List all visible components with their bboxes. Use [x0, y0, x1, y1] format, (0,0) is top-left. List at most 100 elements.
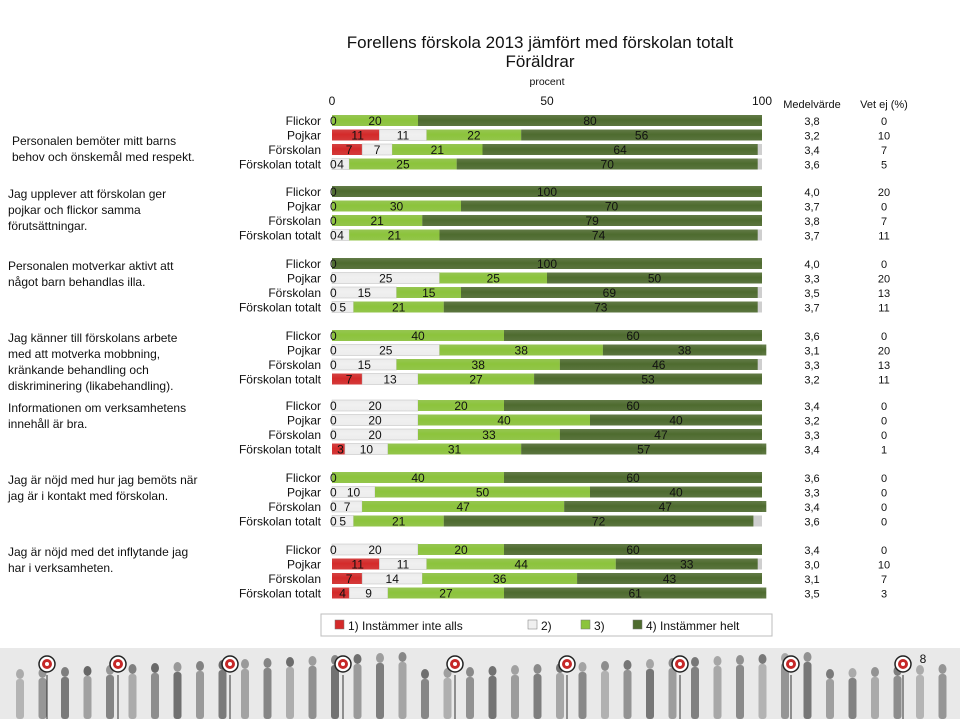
- question-text: kränkande behandling och: [8, 363, 149, 377]
- data-label: 40: [411, 329, 425, 343]
- question-text: Jag upplever att förskolan ger: [8, 187, 166, 201]
- question-text: Informationen om verksamhetens: [8, 401, 186, 415]
- figure-head: [83, 666, 92, 676]
- figure-body: [556, 673, 564, 719]
- legend-swatch: [527, 619, 538, 630]
- data-label: 56: [635, 129, 649, 143]
- data-label: 0: [330, 414, 337, 428]
- figure-body: [106, 675, 114, 719]
- dontknow-value: 3: [881, 589, 887, 601]
- figure-body: [421, 679, 429, 719]
- dontknow-value: 0: [881, 202, 887, 214]
- figure-head: [736, 655, 744, 665]
- figure-body: [308, 666, 317, 719]
- figure-body: [488, 676, 497, 719]
- data-label: 5: [339, 515, 346, 529]
- data-label: 40: [669, 414, 683, 428]
- data-label: 70: [601, 158, 615, 172]
- data-label: 9: [365, 587, 372, 601]
- mean-value: 3,6: [804, 160, 819, 172]
- bar-segment: [521, 129, 762, 141]
- mean-value: 3,3: [804, 360, 819, 372]
- dontknow-value: 20: [878, 187, 890, 199]
- dontknow-value: 11: [878, 375, 889, 387]
- data-label: 0: [330, 515, 337, 529]
- target-icon-center: [228, 662, 232, 666]
- dontknow-value: 5: [881, 160, 887, 172]
- data-label: 40: [669, 486, 683, 500]
- figure-body: [893, 676, 902, 719]
- question-text: Personalen motverkar aktivt att: [8, 259, 174, 273]
- data-label: 22: [467, 129, 481, 143]
- data-label: 11: [351, 129, 364, 143]
- row-label: Förskolan: [268, 143, 321, 157]
- row-label: Pojkar: [287, 129, 321, 143]
- data-label: 100: [537, 257, 557, 271]
- data-label: 7: [346, 373, 353, 387]
- data-label: 0: [330, 272, 337, 286]
- bar-segment: [534, 373, 762, 385]
- bar-segment: [461, 200, 762, 212]
- row-label: Pojkar: [287, 344, 321, 358]
- bar-segment: [418, 400, 504, 411]
- data-label: 69: [603, 286, 617, 300]
- target-icon-center: [678, 662, 682, 666]
- data-label: 40: [411, 471, 425, 485]
- data-label: 64: [613, 143, 627, 157]
- dontknow-value: 7: [881, 145, 887, 157]
- target-icon-center: [116, 662, 120, 666]
- data-label: 11: [351, 558, 364, 572]
- figure-body: [601, 671, 609, 719]
- bar-segment: [379, 129, 427, 141]
- dontknow-value: 11: [878, 303, 889, 315]
- figure-body: [38, 678, 47, 719]
- dontknow-value: 0: [881, 116, 887, 128]
- row-label: Förskolan: [268, 572, 321, 586]
- mean-value: 3,4: [804, 401, 819, 413]
- mean-value: 3,1: [804, 346, 819, 358]
- mean-value: 3,3: [804, 430, 819, 442]
- data-label: 38: [515, 344, 529, 358]
- question-text: diskriminering (likabehandling).: [8, 379, 173, 393]
- row-label: Flickor: [286, 543, 321, 557]
- bar-segment: [418, 414, 590, 426]
- bar-segment: [418, 373, 535, 385]
- figure-body: [668, 668, 677, 719]
- dontknow-value: 20: [878, 274, 890, 286]
- data-label: 0: [330, 229, 337, 243]
- dontknow-value: 0: [881, 401, 887, 413]
- bar-segment: [439, 344, 603, 356]
- bar-segment: [332, 443, 345, 455]
- bar-segment: [547, 272, 762, 284]
- figure-head: [16, 669, 24, 679]
- chart-subtitle: Föräldrar: [506, 52, 575, 71]
- mean-value: 3,8: [804, 116, 819, 128]
- data-label: 0: [330, 329, 337, 343]
- bar-segment: [504, 587, 767, 599]
- data-label: 47: [659, 500, 673, 514]
- row-label: Pojkar: [287, 272, 321, 286]
- bar-segment: [332, 144, 363, 155]
- figure-body: [713, 666, 722, 719]
- data-label: 0: [330, 500, 337, 514]
- data-label: 21: [388, 229, 402, 243]
- data-label: 57: [637, 443, 651, 457]
- figure-head: [421, 669, 429, 679]
- figure-body: [353, 664, 362, 719]
- row-label: Pojkar: [287, 558, 321, 572]
- row-label: Pojkar: [287, 200, 321, 214]
- data-label: 20: [368, 428, 382, 442]
- data-label: 100: [537, 185, 557, 199]
- figure-body: [151, 673, 159, 719]
- figure-body: [578, 672, 587, 719]
- bar-segment: [332, 573, 363, 584]
- bar-segment: [426, 558, 616, 570]
- data-label: 0: [330, 185, 337, 199]
- bar-segment: [615, 558, 758, 570]
- bar-segment: [332, 472, 504, 483]
- bar-segment: [332, 115, 418, 126]
- data-label: 60: [626, 399, 640, 413]
- legend-swatch: [632, 619, 643, 630]
- data-label: 36: [493, 572, 507, 586]
